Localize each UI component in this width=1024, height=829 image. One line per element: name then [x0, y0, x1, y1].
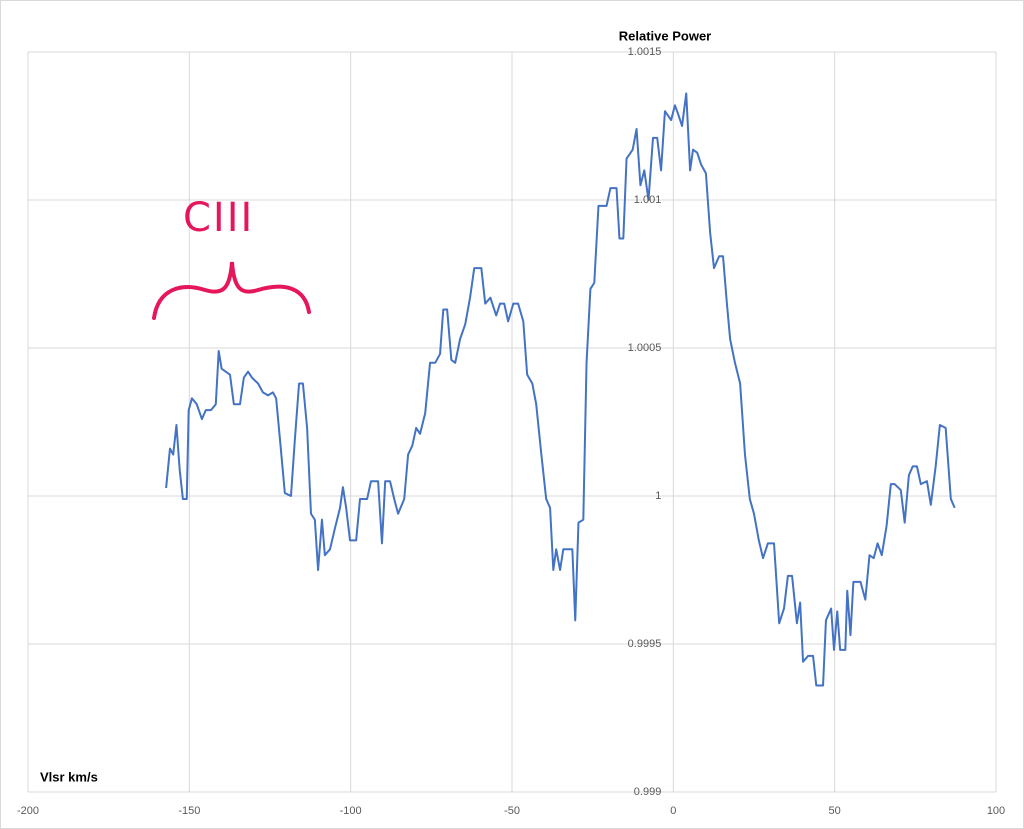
x-tick-label: 100 — [987, 805, 1005, 817]
y-tick-label: 0.999 — [634, 786, 662, 798]
y-axis-title: Relative Power — [619, 28, 712, 43]
x-tick-label: 50 — [829, 805, 841, 817]
x-tick-label: -200 — [17, 805, 39, 817]
y-tick-label: 1.0015 — [628, 46, 662, 58]
y-tick-label: 1 — [655, 490, 661, 502]
y-tick-label: 1.001 — [634, 194, 662, 206]
y-tick-label: 1.0005 — [628, 342, 662, 354]
annotation-brace — [152, 261, 311, 320]
x-tick-label: 0 — [670, 805, 676, 817]
x-tick-label: -150 — [178, 805, 200, 817]
grid — [27, 51, 997, 793]
x-tick-label: -50 — [504, 805, 520, 817]
y-tick-label: 0.9995 — [628, 638, 662, 650]
x-axis-title: Vlsr km/s — [40, 769, 98, 784]
x-tick-label: -100 — [340, 805, 362, 817]
annotation-text: CIII — [183, 195, 254, 241]
data-line — [165, 92, 956, 687]
plot — [165, 92, 956, 687]
